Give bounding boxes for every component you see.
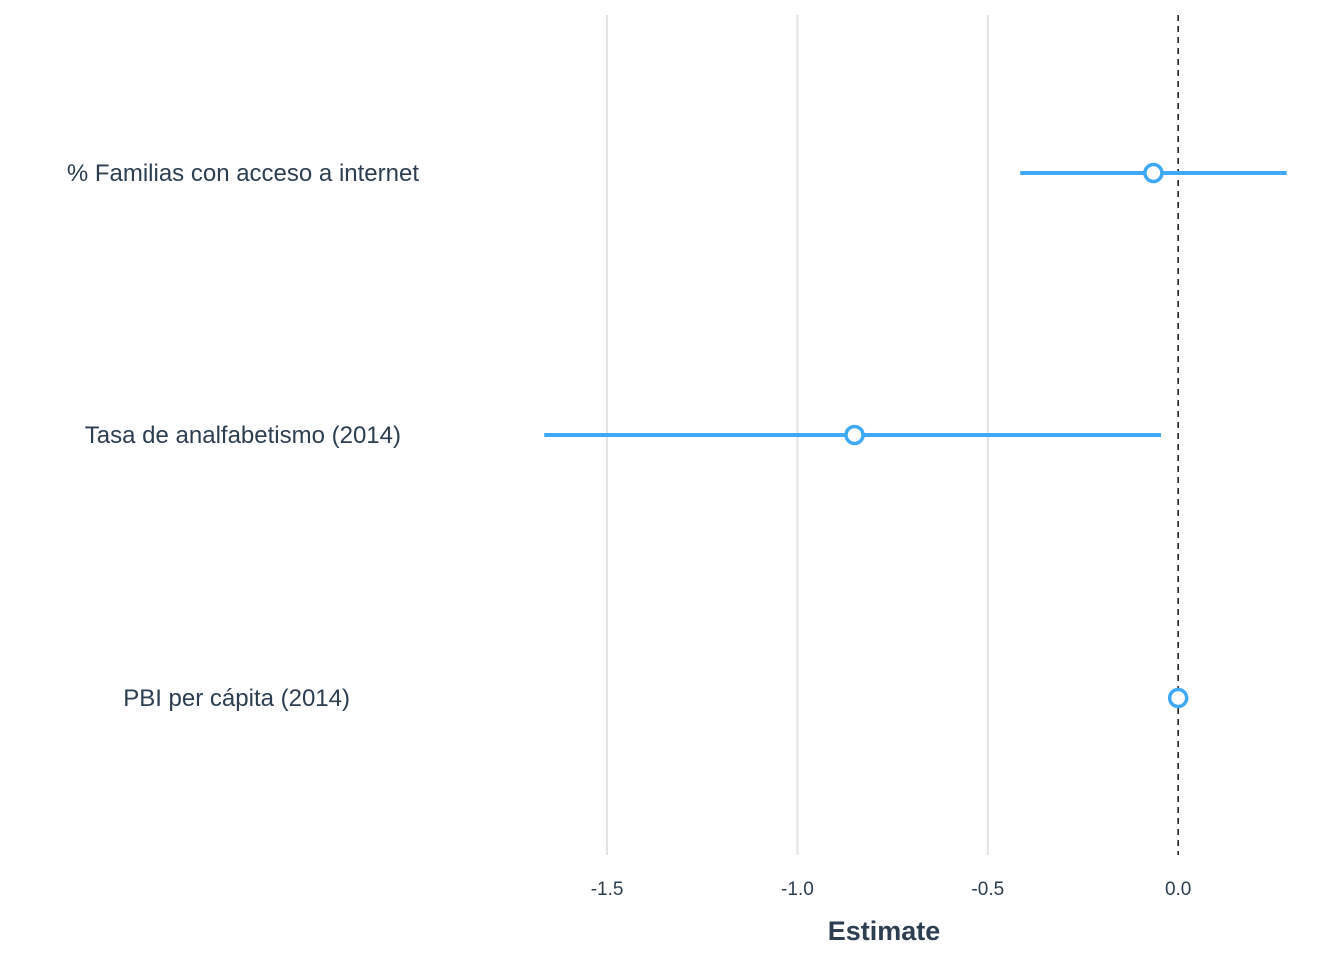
estimate-point bbox=[1143, 162, 1164, 184]
category-label: Tasa de analfabetismo (2014) bbox=[85, 422, 401, 449]
x-tick-label: -1.5 bbox=[591, 879, 624, 900]
x-tick-label: -0.5 bbox=[971, 879, 1004, 900]
estimate-point bbox=[844, 424, 865, 446]
x-axis-title: Estimate bbox=[828, 916, 941, 946]
estimate-point bbox=[1167, 687, 1189, 709]
label-layer: -1.5 -1.0 -0.5 0.0 % Familias con acceso a i… bbox=[67, 160, 1192, 900]
marks-layer bbox=[544, 162, 1287, 709]
category-label: PBI per cápita (2014) bbox=[123, 685, 350, 712]
x-tick-label: -1.0 bbox=[781, 879, 814, 900]
category-label: % Familias con acceso a internet bbox=[67, 160, 419, 187]
x-tick-label: 0.0 bbox=[1165, 879, 1191, 900]
